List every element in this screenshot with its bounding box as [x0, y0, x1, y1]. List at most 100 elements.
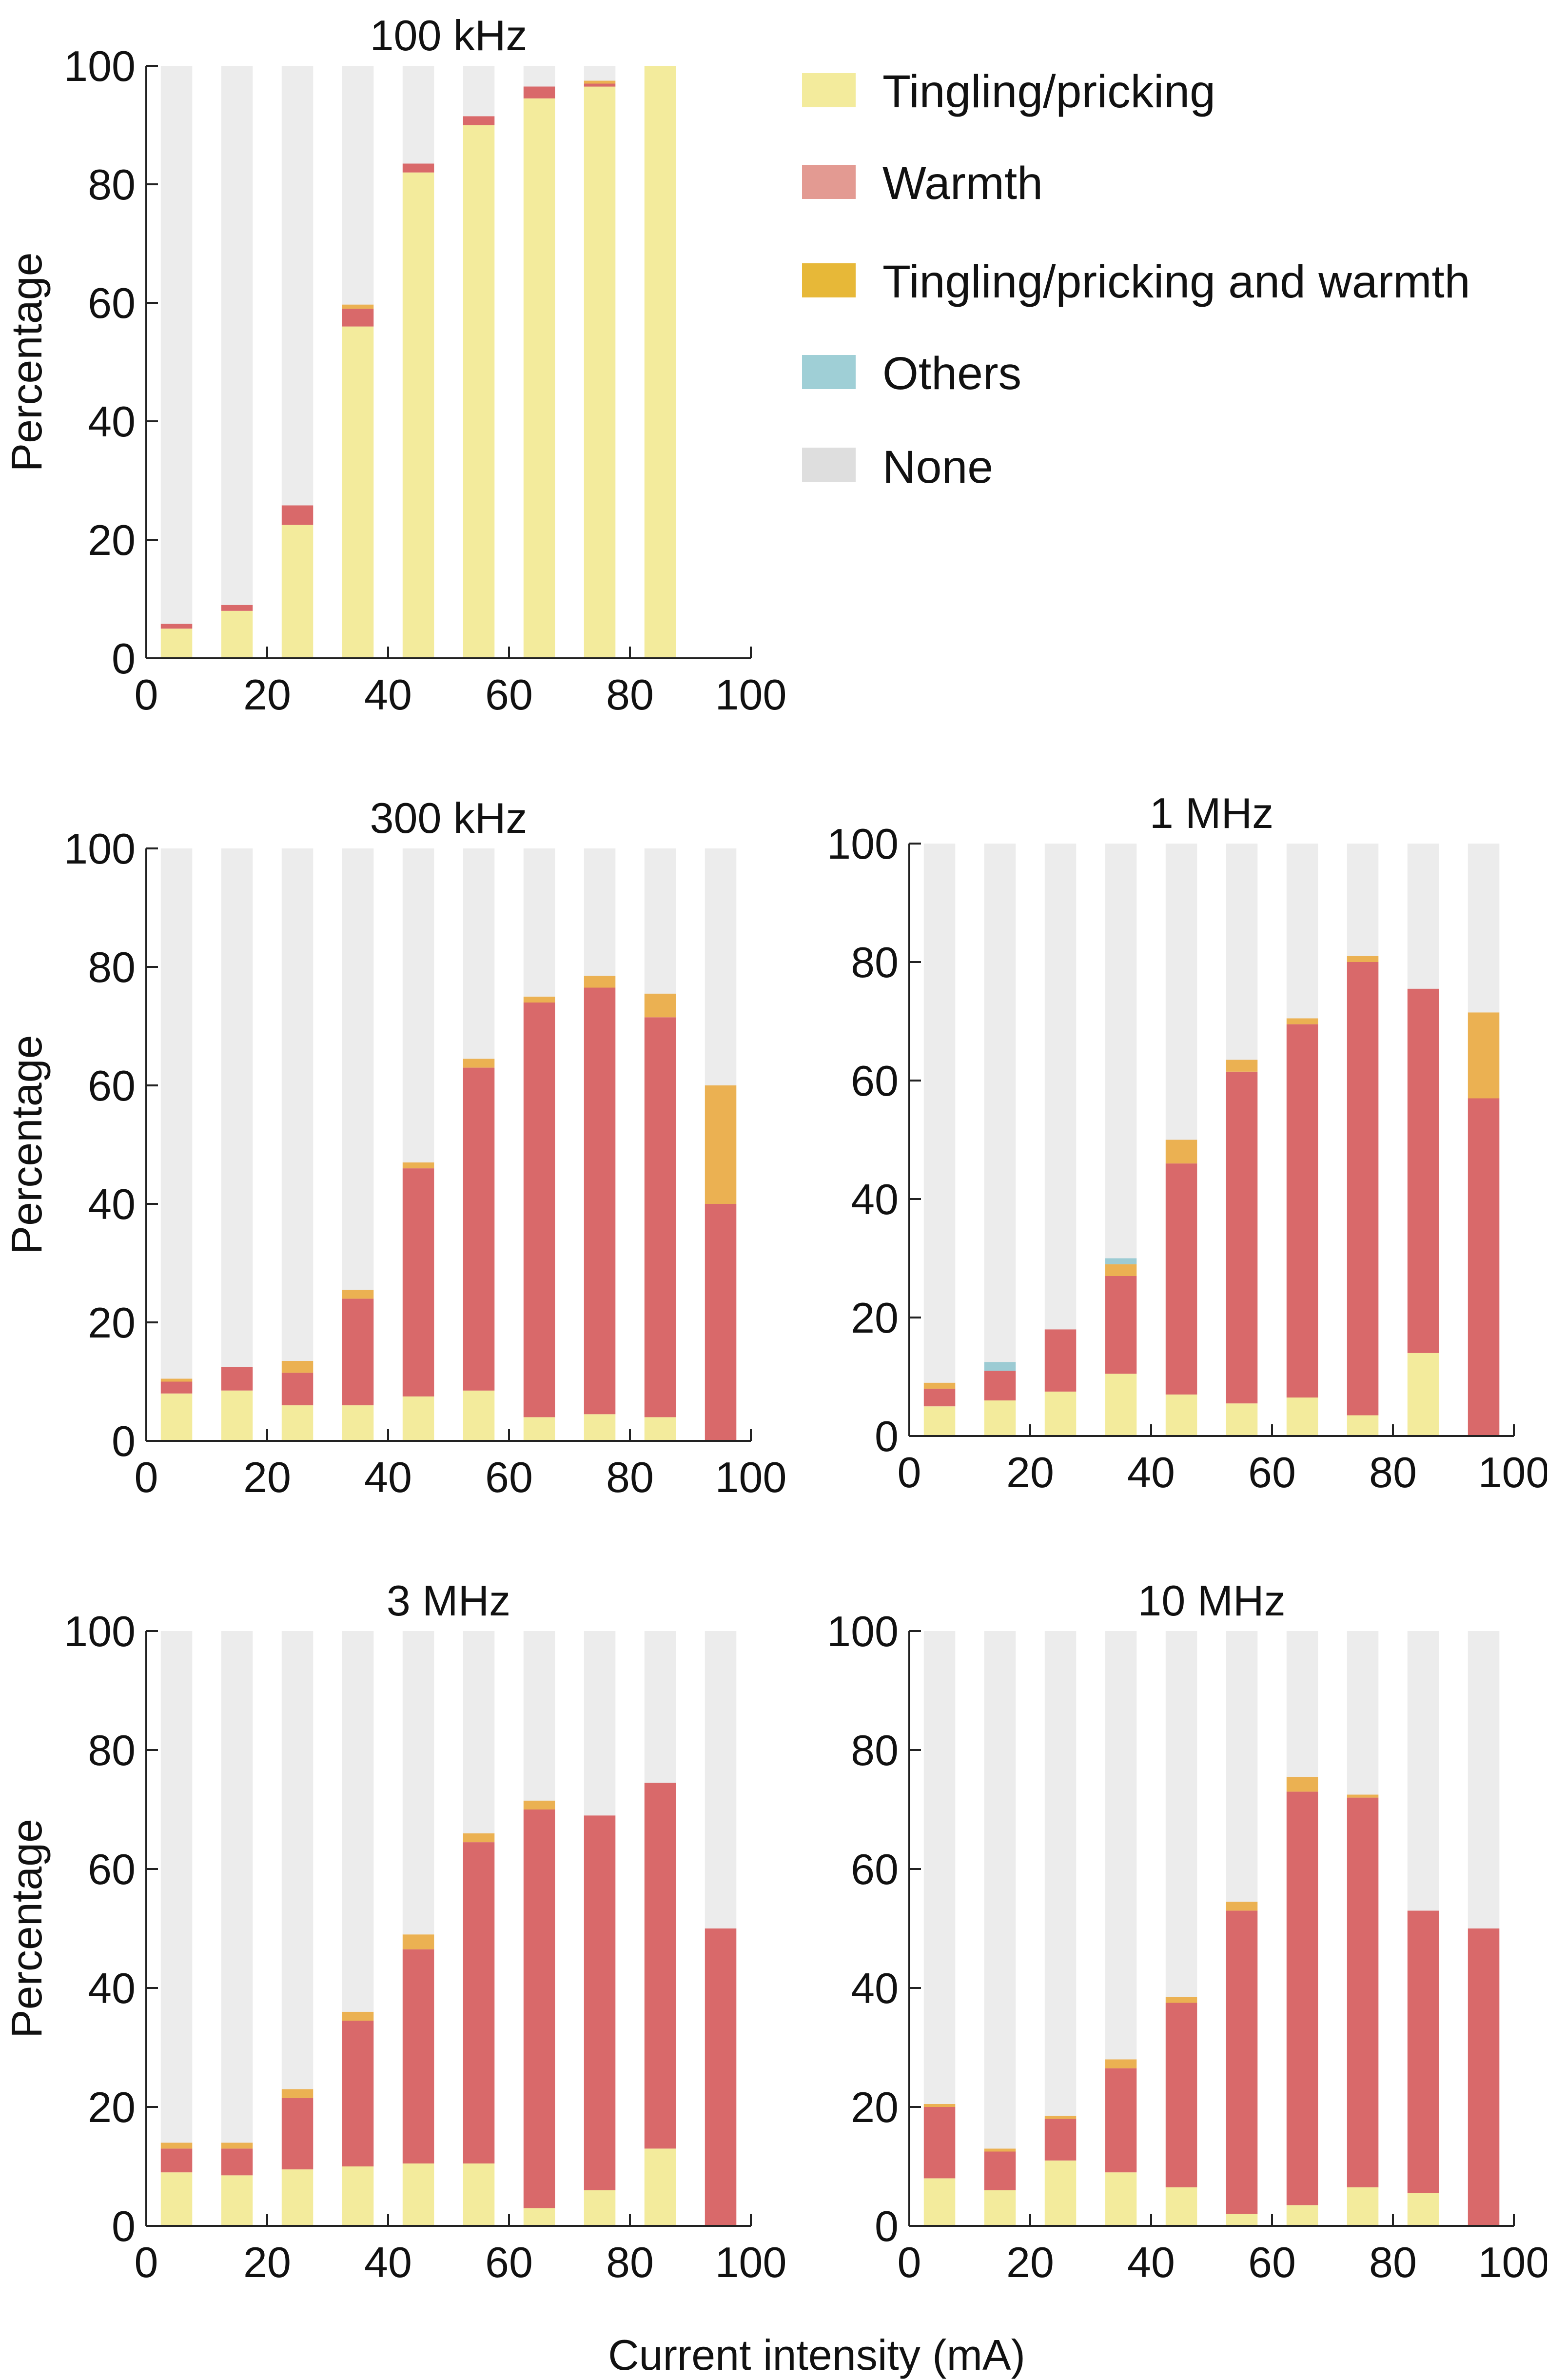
bars-100khz — [160, 66, 676, 659]
x-tick-label: 0 — [135, 2238, 158, 2286]
bar-none-15 — [221, 848, 253, 1367]
x-tick-label: 20 — [243, 670, 291, 719]
legend-label-none: None — [882, 441, 993, 493]
x-tick-label: 80 — [606, 670, 654, 719]
bar-stack-45 — [402, 66, 434, 658]
bar-stack-65 — [523, 848, 555, 1441]
bar-warmth-85 — [644, 1783, 676, 2149]
y-tick-label: 40 — [88, 397, 136, 446]
y-tick-label: 100 — [64, 1607, 136, 1655]
y-tick-label: 40 — [88, 1964, 136, 2012]
bar-tingling-85 — [644, 2148, 676, 2226]
y-axis-label: Percentage — [2, 1819, 51, 2038]
bar-both-45 — [1165, 1140, 1197, 1164]
bar-both-25 — [1044, 2116, 1077, 2119]
y-tick-label: 0 — [112, 1417, 136, 1465]
bar-none-45 — [402, 848, 434, 1162]
bar-both-15 — [221, 2143, 253, 2149]
bar-stack-25 — [281, 66, 313, 658]
bar-tingling-65 — [523, 2208, 555, 2226]
bar-none-5 — [923, 844, 956, 1383]
bar-none-35 — [1105, 844, 1137, 1259]
x-tick-label: 60 — [1248, 1448, 1296, 1496]
bar-stack-35 — [342, 1631, 374, 2226]
y-tick-label: 20 — [88, 516, 136, 564]
y-tick-label: 0 — [875, 1412, 899, 1460]
bar-both-35 — [1105, 2059, 1137, 2068]
bar-warmth-85 — [1407, 988, 1439, 1353]
bar-tingling-5 — [160, 1393, 193, 1441]
bars-3mhz — [160, 1631, 737, 2226]
bar-both-85 — [644, 993, 676, 1018]
bar-tingling-85 — [644, 66, 676, 658]
bar-both-65 — [1286, 1776, 1318, 1792]
bar-stack-55 — [1226, 1631, 1258, 2226]
bar-none-35 — [342, 1631, 374, 2012]
panel-10mhz: 0 20 40 60 80 100 0 20 40 60 80 100 10 MHz — [827, 1576, 1547, 2286]
bar-tingling-45 — [1165, 1394, 1197, 1436]
bar-warmth-25 — [1044, 2119, 1077, 2161]
x-tick-label: 100 — [715, 2238, 787, 2286]
bar-tingling-25 — [281, 2169, 313, 2226]
panel-title: 100 kHz — [370, 11, 528, 59]
legend-label-warmth: Warmth — [882, 157, 1043, 209]
legend-item-warmth: Warmth — [802, 157, 1043, 209]
legend-item-none: None — [802, 441, 993, 493]
bar-tingling-25 — [281, 525, 313, 658]
bar-none-35 — [342, 848, 374, 1290]
bar-tingling-55 — [1226, 2214, 1258, 2226]
bar-both-95 — [705, 1085, 737, 1204]
bar-none-25 — [281, 1631, 313, 2089]
y-tick-label: 20 — [88, 1298, 136, 1347]
bar-tingling-55 — [463, 1390, 495, 1441]
bar-stack-5 — [160, 1631, 193, 2226]
bar-both-65 — [523, 996, 555, 1003]
bar-stack-95 — [1468, 844, 1500, 1436]
bar-none-85 — [1407, 1631, 1439, 1911]
bar-warmth-15 — [221, 1367, 253, 1391]
bar-warmth-85 — [644, 1017, 676, 1417]
x-tick-label: 100 — [1478, 1448, 1547, 1496]
bar-warmth-95 — [705, 1204, 737, 1441]
y-tick-label: 60 — [851, 1845, 899, 1893]
bar-warmth-25 — [1044, 1329, 1077, 1392]
bar-warmth-55 — [463, 1842, 495, 2164]
bar-both-65 — [1286, 1018, 1318, 1024]
bar-warmth-55 — [1226, 1910, 1258, 2214]
bar-warmth-85 — [1407, 1910, 1439, 2193]
bar-none-85 — [644, 848, 676, 994]
x-tick-label: 40 — [364, 670, 412, 719]
bar-stack-5 — [923, 1631, 956, 2226]
bar-warmth-15 — [984, 1371, 1016, 1401]
bar-both-75 — [584, 80, 616, 84]
bar-tingling-5 — [923, 2178, 956, 2226]
panel-100khz: 0 20 40 60 80 100 0 20 40 60 80 100 100 kHz Percentag… — [2, 11, 786, 719]
x-tick-label: 60 — [1248, 2238, 1296, 2286]
bar-others-35 — [1105, 1258, 1137, 1264]
bar-tingling-45 — [402, 172, 434, 658]
y-tick-label: 100 — [827, 820, 899, 868]
bar-stack-35 — [1105, 844, 1137, 1436]
bar-none-25 — [281, 848, 313, 1361]
bars-10mhz — [923, 1631, 1500, 2226]
bar-tingling-5 — [160, 2172, 193, 2226]
bars-1mhz — [923, 844, 1500, 1436]
legend-swatch-none — [802, 448, 856, 482]
bar-stack-5 — [923, 844, 956, 1436]
bar-tingling-45 — [1165, 2187, 1197, 2226]
bar-stack-75 — [584, 66, 616, 658]
panel-title: 300 kHz — [370, 794, 528, 842]
legend-swatch-both — [802, 263, 856, 297]
bar-tingling-15 — [984, 2190, 1016, 2226]
bar-none-65 — [1286, 1631, 1318, 1777]
bar-warmth-45 — [1165, 1163, 1197, 1395]
bar-none-65 — [523, 848, 555, 997]
bar-warmth-95 — [1468, 1928, 1500, 2226]
x-tick-label: 60 — [485, 1453, 533, 1501]
bar-none-5 — [923, 1631, 956, 2104]
bar-both-45 — [402, 1162, 434, 1169]
bar-none-25 — [281, 66, 313, 506]
bar-both-25 — [281, 1361, 313, 1373]
bar-stack-85 — [644, 848, 676, 1441]
